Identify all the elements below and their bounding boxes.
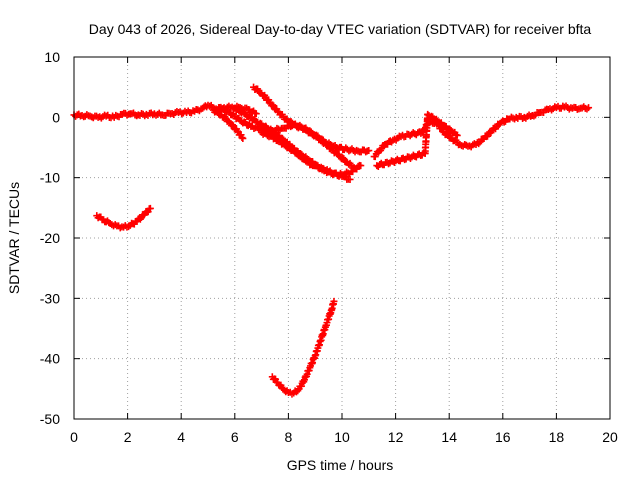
x-tick-label: 12	[388, 429, 404, 445]
chart-title: Day 043 of 2026, Sidereal Day-to-day VTE…	[89, 21, 592, 37]
data-point	[238, 134, 246, 142]
grid	[74, 57, 610, 419]
data-point	[146, 204, 154, 212]
series-lower-curve	[258, 128, 354, 183]
data-point	[585, 104, 593, 112]
data-point	[346, 175, 354, 183]
x-tick-label: 18	[549, 429, 565, 445]
y-tick-label: 10	[44, 49, 60, 65]
x-tick-label: 20	[602, 429, 618, 445]
x-tick-label: 6	[231, 429, 239, 445]
data-point	[357, 162, 365, 170]
series-drop-c	[231, 104, 357, 179]
y-tick-label: -30	[40, 290, 60, 306]
x-tick-label: 0	[70, 429, 78, 445]
data-point	[453, 131, 461, 139]
data-point	[339, 154, 347, 162]
x-tick-label: 4	[177, 429, 185, 445]
series-steep	[250, 83, 373, 156]
series-right	[370, 102, 593, 161]
data-point	[365, 147, 373, 155]
y-tick-label: -10	[40, 170, 60, 186]
data-point	[317, 163, 325, 171]
series-outliers	[373, 110, 461, 171]
data-points	[70, 83, 593, 398]
data-point	[306, 127, 314, 135]
plot-frame	[73, 56, 611, 420]
y-tick-label: -40	[40, 351, 60, 367]
data-point	[446, 125, 454, 133]
series-arc-left	[93, 204, 154, 232]
data-point	[233, 127, 241, 135]
x-axis-label: GPS time / hours	[287, 457, 394, 473]
data-point	[228, 121, 236, 129]
series-mid-curve	[258, 121, 365, 173]
y-axis-label: SDTVAR / TECUs	[6, 182, 22, 294]
y-tick-label: -50	[40, 411, 60, 427]
x-tick-label: 8	[285, 429, 293, 445]
y-tick-label: 0	[52, 109, 60, 125]
series-arc-bottom	[268, 297, 338, 398]
data-point	[252, 110, 260, 118]
data-point	[269, 101, 277, 109]
ticks: 0 2 4 6 8 10 12 14 16 18 20 -50 -40 -30 -20 -10 0 10	[40, 49, 618, 445]
x-tick-label: 2	[124, 429, 132, 445]
data-point	[323, 141, 331, 149]
x-tick-label: 14	[441, 429, 457, 445]
y-tick-label: -20	[40, 230, 60, 246]
x-tick-label: 16	[495, 429, 511, 445]
series-drop-a	[209, 106, 247, 142]
x-tick-label: 10	[334, 429, 350, 445]
data-point	[330, 297, 338, 305]
data-point	[239, 134, 247, 142]
